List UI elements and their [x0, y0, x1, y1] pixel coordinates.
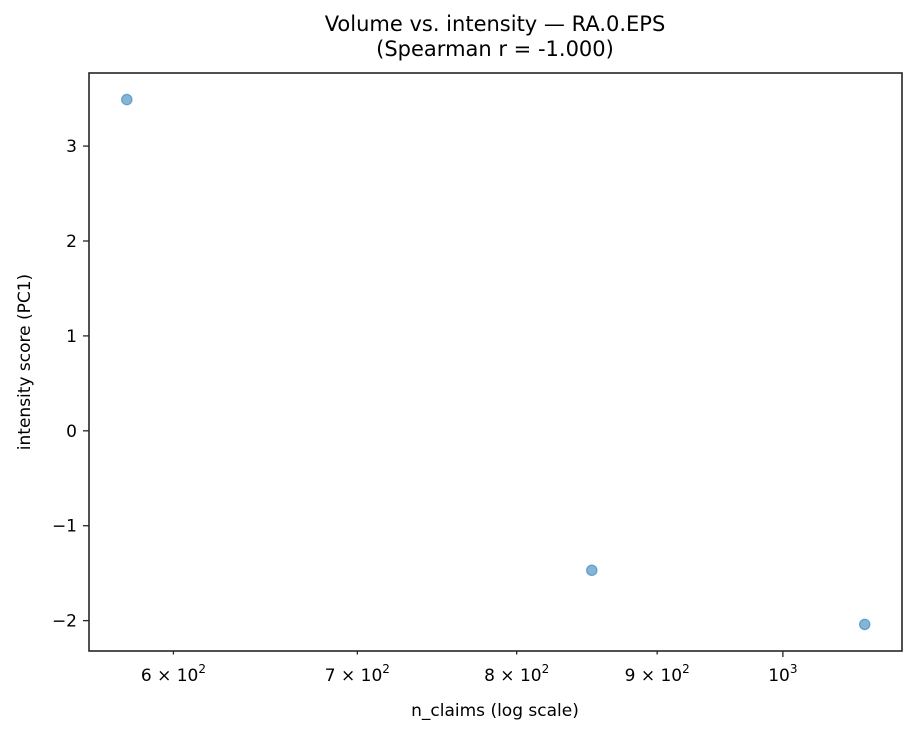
plot-frame	[88, 72, 903, 652]
y-tick-label: 3	[66, 137, 77, 157]
data-point	[121, 93, 133, 106]
y-axis: 3 2 1 0 −1 −2	[52, 137, 89, 632]
data-point	[858, 618, 871, 631]
y-tick-label: 1	[66, 327, 77, 347]
x-axis-label: n_claims (log scale)	[411, 701, 579, 721]
x-tick-label: 7 × 102	[325, 662, 390, 686]
x-tick-label: 9 × 102	[625, 662, 690, 686]
chart-title-main: Volume vs. intensity — RA.0.EPS	[324, 12, 666, 36]
x-axis: 6 × 102 7 × 102 8 × 102 9 × 102 103	[141, 651, 798, 686]
x-tick-label: 6 × 102	[141, 662, 206, 686]
y-tick-label: −1	[52, 517, 77, 537]
chart-subtitle: (Spearman r = -1.000)	[376, 37, 614, 61]
data-points	[121, 93, 871, 631]
y-tick-label: 2	[66, 232, 77, 252]
data-point	[585, 564, 598, 577]
x-tick-label: 103	[768, 662, 797, 686]
chart-title: Volume vs. intensity — RA.0.EPS (Spearma…	[0, 12, 917, 62]
x-tick-label: 8 × 102	[484, 662, 549, 686]
y-axis-label: intensity score (PC1)	[15, 274, 35, 450]
y-tick-label: 0	[66, 422, 77, 442]
y-tick-label: −2	[52, 612, 77, 632]
